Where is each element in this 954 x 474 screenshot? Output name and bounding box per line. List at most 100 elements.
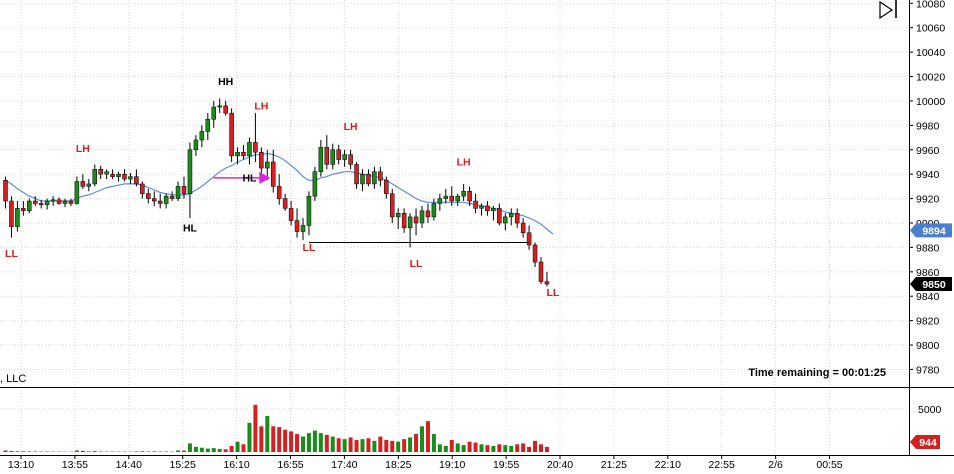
volume-bar [134,451,139,452]
volume-badge [910,435,940,449]
volume-bar [164,451,169,452]
volume-bar [539,444,543,452]
volume-bar [98,451,103,452]
price-tick-label: 10000 [916,96,945,108]
candle-body [485,205,490,212]
volume-bar [509,446,514,452]
volume-bar [455,443,460,452]
volume-bar [354,440,359,452]
candle-body [259,151,264,169]
volume-bar [312,430,317,452]
volume-bar [21,451,26,452]
price-tick-label: 10080 [916,0,945,10]
volume-bar [491,446,496,452]
candle-body [3,180,8,202]
swing-label: LH [254,100,268,112]
volume-bar [521,443,526,452]
volume-bar [217,449,222,452]
candle-body [116,173,121,177]
candle-body [538,261,544,282]
volume-bar [378,436,383,452]
candle-body [437,198,443,204]
time-tick-label: 2/6 [768,459,783,471]
time-tick-label: 22:55 [709,459,735,471]
scroll-to-end-icon[interactable] [879,0,897,20]
candle-body [68,200,74,204]
candle-body [56,199,62,204]
volume-tick-label: 5000 [918,404,942,416]
candle-body [205,119,211,132]
time-tick-label: 21:25 [601,459,627,471]
volume-bar [390,440,395,452]
candle-body [276,186,282,199]
volume-bar [533,440,538,452]
candle-body [288,208,294,221]
magenta-arrow-head [259,171,271,184]
volume-bars [3,404,549,452]
price-tick-label: 10040 [916,47,945,59]
volume-bar [449,440,454,452]
candle-body [360,173,365,185]
candle-body [217,105,222,108]
candle-body [384,180,389,194]
candle-body [520,222,526,234]
volume-bar [396,441,401,452]
price-tick-label: 9920 [916,194,940,206]
candle-body [92,169,97,185]
time-tick-label: 18:25 [385,459,411,471]
candle-body [407,216,413,229]
candle-body [395,212,401,218]
volume-bar [366,438,371,452]
candle-body [336,149,341,160]
volume-bar [205,448,210,452]
candle-body [169,195,175,199]
swing-label: LL [303,242,316,254]
volume-bar [384,440,389,452]
price-tick-label: 9800 [916,340,940,352]
time-tick-label: 17:40 [331,459,357,471]
volume-bar [360,439,365,452]
volume-bar [187,443,192,452]
volume-bar [467,441,472,452]
volume-bar [289,431,294,452]
volume-bar [247,422,252,452]
candle-body [235,151,240,157]
volume-bar [479,444,484,452]
price-tick-label: 9980 [916,120,940,132]
candle-body [443,195,449,199]
candle-body [157,200,163,204]
volume-bar [27,451,32,452]
candle-body [390,193,395,218]
volume-bar [152,451,157,452]
volume-bar [235,441,240,452]
volume-bar [544,446,549,452]
candle-body [80,181,86,187]
time-tick-label: 13:10 [8,459,34,471]
candle-body [62,200,68,204]
candle-body [86,183,92,187]
volume-bar [425,421,430,452]
volume-bar [437,444,442,452]
volume-bar [199,447,204,452]
time-tick-label: 16:10 [223,459,249,471]
volume-bar [223,449,228,452]
candle-body [282,198,288,209]
candle-body [44,200,50,205]
candle-body [50,199,56,202]
volume-bar [146,451,151,452]
time-tick-label: 00:55 [816,459,842,471]
volume-bar [515,444,520,452]
candle-body [294,220,300,232]
swing-label: LL [410,258,423,270]
volume-bar [9,450,14,452]
volume-bar [265,416,270,452]
candle-body [342,154,347,160]
price-tick-label: 10020 [916,72,945,84]
candle-body [163,195,169,204]
candle-body [15,208,20,227]
time-tick-label: 19:10 [439,459,465,471]
volume-bar [306,433,311,452]
price-tick-label: 10060 [916,23,945,35]
candle-body [467,191,472,202]
